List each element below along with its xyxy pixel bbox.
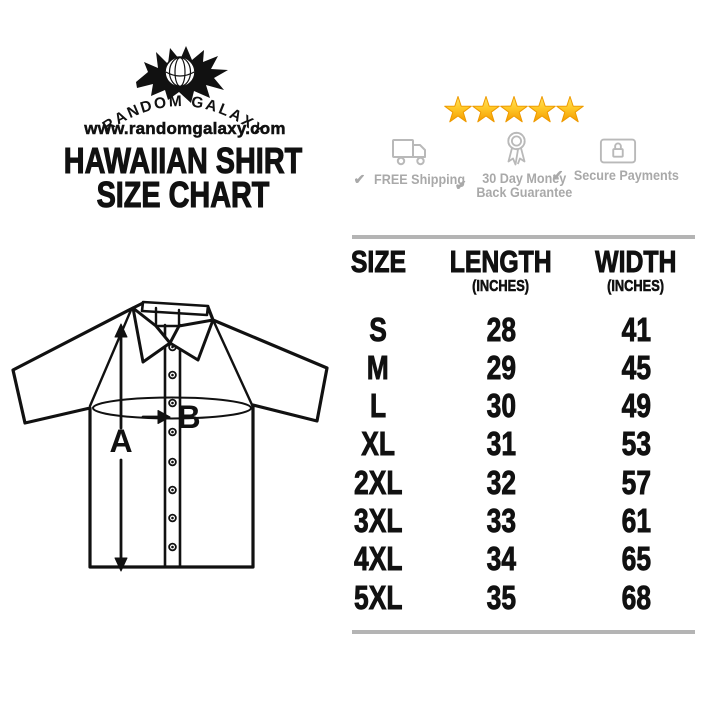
width-value: 65 (621, 540, 651, 578)
star-icon (500, 96, 528, 123)
table-row: 3XL 33 61 (333, 502, 720, 540)
page-title: HAWAIIAN SHIRT SIZE CHART (33, 140, 333, 215)
column-label: WIDTH (595, 244, 677, 279)
star-icon (528, 96, 556, 123)
width-value: 61 (621, 502, 651, 540)
table-row: 5XL 35 68 (333, 579, 720, 617)
star-icon (472, 96, 500, 123)
star-icon (556, 96, 584, 123)
check-icon: ✔ (551, 167, 564, 183)
size-value: M (367, 349, 390, 387)
badge-label-line2: Back Guarantee (475, 184, 572, 200)
length-value: 35 (486, 579, 516, 617)
check-icon: ✔ (454, 177, 467, 193)
badge-free-shipping: ✔ FREE Shipping (354, 137, 466, 187)
lock-icon (599, 138, 637, 164)
size-value: 3XL (353, 502, 403, 540)
badge-money-back-guarantee: ✔ 30 Day Money Back Guarantee (455, 130, 572, 200)
length-value: 29 (486, 349, 516, 387)
table-row: M 29 45 (333, 349, 720, 387)
shirt-measurement-diagram: A B (11, 300, 329, 572)
length-value: 28 (486, 311, 516, 349)
length-value: 33 (486, 502, 516, 540)
title-line2: SIZE CHART (96, 174, 270, 215)
column-label: SIZE (350, 244, 406, 279)
width-value: 57 (621, 464, 651, 502)
table-top-divider (352, 235, 695, 239)
width-value: 49 (621, 387, 651, 425)
column-header-width: WIDTH (INCHES) (546, 244, 720, 295)
column-label: LENGTH (450, 244, 553, 279)
length-arrow (114, 323, 128, 572)
length-marker-label: A (109, 423, 132, 459)
table-header: SIZE LENGTH (INCHES) WIDTH (INCHES) (333, 244, 720, 302)
width-value: 53 (621, 425, 651, 463)
size-value: XL (361, 425, 395, 463)
brand-logo: RANDOM GALAXY (100, 46, 267, 140)
column-header-size: SIZE (333, 244, 423, 295)
column-sublabel: (INCHES) (607, 278, 665, 295)
width-value: 68 (621, 579, 651, 617)
title-line1: HAWAIIAN SHIRT (63, 140, 303, 181)
star-rating (444, 95, 586, 125)
size-value: 5XL (353, 579, 403, 617)
column-header-length: LENGTH (INCHES) (411, 244, 591, 295)
length-value: 32 (486, 464, 516, 502)
brand-website: www.randomgalaxy.com (84, 119, 286, 139)
badge-label: FREE Shipping (374, 171, 466, 187)
length-value: 34 (486, 540, 516, 578)
check-icon: ✔ (353, 171, 366, 187)
length-value: 31 (486, 425, 516, 463)
size-value: 2XL (353, 464, 403, 502)
width-marker-label: B (177, 399, 200, 435)
star-icon (444, 96, 472, 123)
width-value: 45 (621, 349, 651, 387)
width-value: 41 (621, 311, 651, 349)
table-row: 2XL 32 57 (333, 464, 720, 502)
table-row: S 28 41 (333, 311, 720, 349)
table-row: 4XL 34 65 (333, 540, 720, 578)
size-value: 4XL (353, 540, 403, 578)
table-bottom-divider (352, 630, 695, 634)
table-row: L 30 49 (333, 387, 720, 425)
width-arrow (141, 410, 171, 424)
ribbon-award-icon (506, 131, 526, 166)
table-row: XL 31 53 (333, 425, 720, 463)
badge-secure-payments: ✔ Secure Payments (552, 137, 679, 183)
scribble-galaxy-eye-logo (136, 46, 228, 103)
length-value: 30 (486, 387, 516, 425)
size-value: L (369, 387, 387, 425)
truck-icon (392, 139, 426, 166)
column-sublabel: (INCHES) (472, 278, 530, 295)
size-value: S (369, 311, 387, 349)
badge-label: Secure Payments (573, 167, 679, 183)
badge-label: 30 Day Money (481, 170, 566, 186)
